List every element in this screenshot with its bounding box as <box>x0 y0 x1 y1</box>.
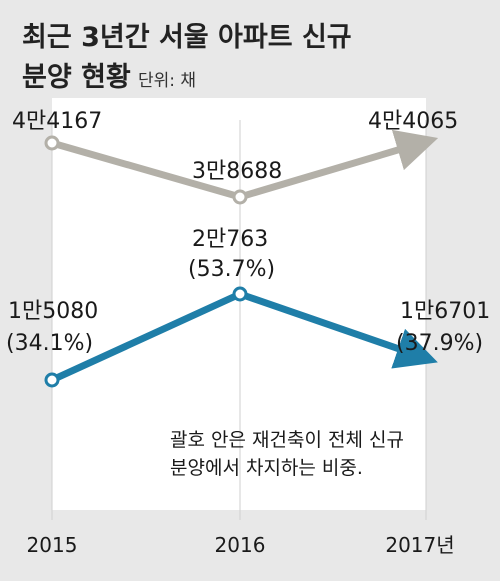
rebuild-point-2015 <box>44 372 60 388</box>
rebuild-label-2017: 1만6701 <box>400 299 490 324</box>
x-tick-2017: 2017년 <box>385 533 454 557</box>
rebuild-label-2015: 1만5080 <box>8 299 98 324</box>
total-point-2016 <box>232 189 248 205</box>
plot-area <box>52 98 426 510</box>
rebuild-label-2016: 2만763 <box>192 227 268 252</box>
unit-label: 단위: 채 <box>138 71 196 91</box>
x-tick-2015: 2015 <box>27 533 78 557</box>
rebuild-share-2017: (37.9%) <box>396 331 483 356</box>
rebuild-share-2016: (53.7%) <box>188 257 275 282</box>
rebuild-share-2015: (34.1%) <box>6 331 93 356</box>
rebuild-supply-series <box>44 286 438 388</box>
rebuild-point-2016 <box>232 286 248 302</box>
total-label-2017: 4만4065 <box>368 109 458 134</box>
chart-title-line1: 최근 3년간 서울 아파트 신규 <box>22 22 352 53</box>
total-supply-series <box>44 129 439 205</box>
x-tick-2016: 2016 <box>215 533 266 557</box>
footnote-line2: 분양에서 차지하는 비중. <box>170 457 363 479</box>
footnote-line1: 괄호 안은 재건축이 전체 신규 <box>170 429 404 451</box>
total-label-2015: 4만4167 <box>12 109 102 134</box>
total-point-2015 <box>44 135 60 151</box>
total-label-2016: 3만8688 <box>192 159 282 184</box>
chart-title-line2: 분양 현황 <box>22 62 131 93</box>
year-guides <box>51 120 427 520</box>
